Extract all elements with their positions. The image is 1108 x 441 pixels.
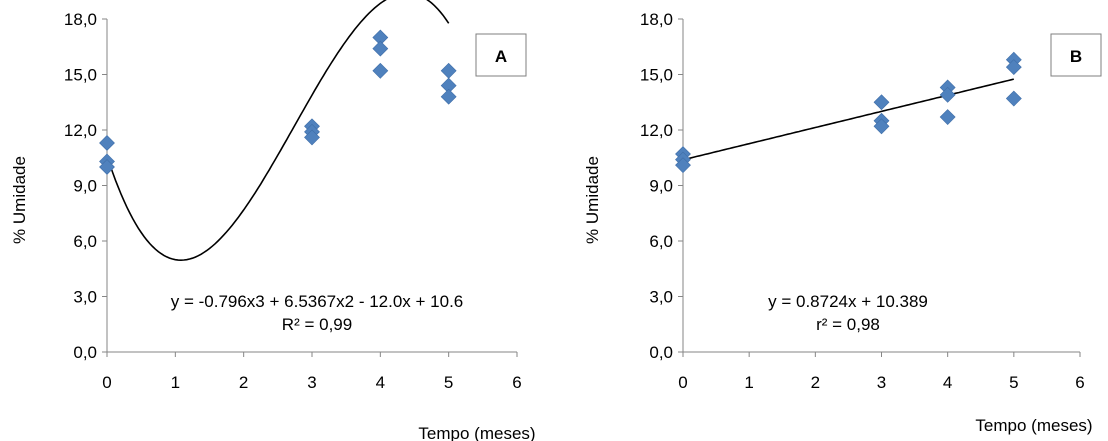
x-tick-label: 2 (239, 373, 248, 392)
chart-panel-a: % Umidade Tempo (meses) 0,0 3,0 6,0 9,0 12,0… (10, 0, 536, 441)
trendline (682, 78, 1015, 161)
x-tick-label: 5 (1009, 373, 1018, 392)
data-point-marker (372, 62, 389, 79)
data-point-marker (675, 157, 691, 174)
y-tick-label: 6,0 (649, 232, 673, 251)
y-tick-label: 12,0 (64, 121, 97, 140)
y-tick-label: 18,0 (640, 10, 673, 29)
panel-label-box (475, 33, 527, 77)
data-point-marker (1005, 90, 1022, 107)
y-tick-label: 9,0 (73, 177, 97, 196)
data-point-marker (99, 159, 115, 175)
y-tick-label: 3,0 (649, 288, 673, 307)
r-squared-label: R² = 0,99 (282, 315, 352, 334)
y-tick-label: 15,0 (64, 66, 97, 85)
trendline (106, 0, 450, 262)
panel-label: B (1070, 47, 1082, 66)
x-tick-label: 3 (307, 373, 316, 392)
r-squared-label: r² = 0,98 (816, 315, 880, 334)
x-tick-label: 5 (444, 373, 453, 392)
y-axis-label: % Umidade (10, 156, 29, 244)
trendline-equation: y = -0.796x3 + 6.5367x2 - 12.0x + 10.6 (171, 292, 464, 311)
x-tick-label: 4 (943, 373, 952, 392)
x-tick-label: 6 (1075, 373, 1084, 392)
y-axis-label: % Umidade (583, 156, 602, 244)
panel-label-box (1050, 33, 1102, 77)
x-tick-label: 1 (744, 373, 753, 392)
data-point-marker (372, 40, 389, 57)
data-point-marker (440, 88, 457, 105)
y-tick-label: 6,0 (73, 232, 97, 251)
data-point-marker (304, 129, 320, 146)
y-tick-label: 15,0 (640, 66, 673, 85)
y-tick-label: 3,0 (73, 288, 97, 307)
x-axis-label: Tempo (meses) (975, 416, 1092, 435)
x-tick-label: 3 (877, 373, 886, 392)
data-point-marker (1005, 59, 1022, 76)
data-point-marker (99, 135, 115, 151)
x-axis-label: Tempo (meses) (418, 424, 535, 441)
chart-panel-b: % Umidade Tempo (meses) 0,0 3,0 6,0 9,0 12,0… (583, 10, 1102, 435)
x-tick-label: 1 (171, 373, 180, 392)
y-tick-label: 12,0 (640, 121, 673, 140)
x-tick-label: 0 (678, 373, 687, 392)
panel-label: A (495, 47, 507, 66)
x-tick-label: 0 (102, 373, 111, 392)
y-tick-label: 0,0 (73, 343, 97, 362)
data-point-marker (939, 86, 956, 103)
x-tick-label: 2 (811, 373, 820, 392)
y-tick-label: 0,0 (649, 343, 673, 362)
x-tick-label: 4 (376, 373, 385, 392)
y-tick-label: 9,0 (649, 177, 673, 196)
data-point-marker (873, 94, 890, 111)
x-tick-label: 6 (512, 373, 521, 392)
data-point-marker (939, 109, 956, 125)
y-tick-label: 18,0 (64, 10, 97, 29)
trendline-equation: y = 0.8724x + 10.389 (768, 292, 928, 311)
data-point-marker (440, 62, 457, 79)
data-point-marker (873, 118, 890, 135)
